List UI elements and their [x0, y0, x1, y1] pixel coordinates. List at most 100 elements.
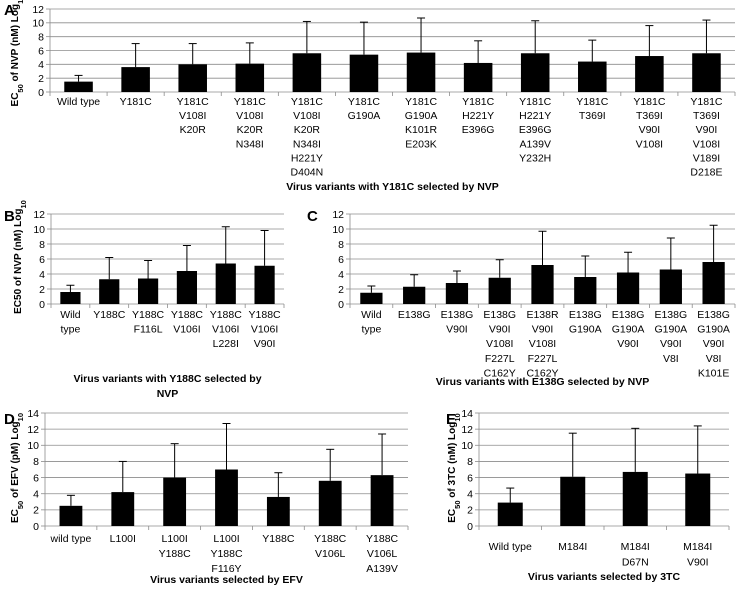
y-tick-label: 0: [39, 299, 45, 311]
x-tick-label-line: T369I: [579, 110, 606, 122]
bar: [622, 471, 648, 526]
bar: [349, 54, 379, 92]
x-tick-label-line: Y181C: [348, 96, 381, 108]
x-axis-title: Virus variants with Y181C selected by NV…: [286, 181, 499, 193]
x-tick-label: Wild type: [361, 309, 382, 336]
y-axis-title: EC50 of NVP (nM) Log10: [13, 200, 28, 314]
x-tick-label-line: Y188C: [132, 309, 165, 321]
x-tick-label-line: H221Y: [519, 110, 551, 122]
x-tick-label-line: E138G: [441, 309, 474, 321]
x-axis-title-line: Virus variants with Y188C selected by: [73, 373, 261, 385]
x-tick-label: Y188C F116L: [132, 309, 165, 336]
x-tick-label-line: V90I: [254, 338, 276, 350]
x-tick-label-line: V106L: [315, 548, 346, 560]
x-tick-label-line: Wild type: [57, 96, 100, 108]
y-axis-title-text: EC: [447, 509, 458, 523]
x-axis-title: Virus variants with Y188C selected by NVP: [73, 373, 261, 400]
y-tick-label: 6: [467, 472, 473, 484]
x-tick-label: wild type: [49, 533, 91, 545]
x-tick-label-line: Y188C: [210, 309, 243, 321]
x-tick-label-line: V90I: [489, 324, 511, 336]
x-tick-label-line: T369I: [636, 110, 663, 122]
x-tick-label-line: H221Y: [291, 152, 323, 164]
bar: [266, 496, 290, 526]
x-tick-label-line: V108I: [293, 110, 320, 122]
y-tick-label: 14: [461, 408, 473, 420]
x-tick-label-line: G190A: [569, 324, 602, 336]
x-tick-label-line: Y181C: [576, 96, 609, 108]
x-tick-label-line: V108I: [486, 338, 513, 350]
x-tick-label: Y181C H221Y E396G A139V Y232H: [519, 96, 552, 164]
y-axis-title: EC50 of NVP (nM) Log10: [10, 0, 25, 106]
x-tick-label: L100I Y188C F116Y: [210, 533, 243, 575]
x-tick-label-line: Y188C: [93, 309, 126, 321]
x-tick-label: Y188C V106L: [314, 533, 347, 560]
y-tick-label: 12: [33, 209, 45, 221]
x-tick-label: Y181C T369I V90I V108I V189I D218E: [690, 96, 723, 179]
x-tick-label-line: N348I: [236, 138, 264, 150]
x-tick-label-line: E396G: [519, 124, 552, 136]
bar: [121, 67, 150, 92]
y-axis-title-subscript: 10: [16, 0, 25, 4]
x-tick-label-line: V90I: [446, 324, 468, 336]
x-tick-label-line: G190A: [612, 324, 645, 336]
x-tick-label-line: Y188C: [262, 533, 295, 545]
x-tick-label-line: Y188C: [210, 548, 243, 560]
x-tick-label: Y188C V106I V90I: [249, 309, 282, 350]
x-tick-label: Y181C G190A: [348, 96, 381, 122]
y-tick-label: 10: [461, 440, 473, 452]
x-axis-title: Virus variants selected by EFV: [150, 574, 303, 586]
bar: [99, 279, 120, 304]
y-tick-label: 12: [27, 424, 39, 436]
x-tick-label: Wild type: [60, 309, 81, 336]
panel-a-letter: A: [4, 2, 15, 19]
y-axis-title-subscript: 50: [453, 500, 462, 508]
x-tick-label-line: E138G: [697, 309, 730, 321]
x-tick-label-line: Y181C: [462, 96, 495, 108]
y-tick-label: 8: [33, 456, 39, 468]
y-tick-label: 8: [38, 31, 44, 43]
y-axis-title-subscript: 10: [19, 200, 28, 208]
x-tick-label: Y181C T369I V90I V108I: [633, 96, 666, 150]
x-tick-label: E138G G190A V90I V8I: [654, 309, 687, 365]
bar: [685, 473, 711, 526]
bar: [215, 263, 236, 304]
bar: [163, 477, 187, 526]
x-tick-label-line: Y181C: [177, 96, 210, 108]
x-tick-label-line: D67N: [622, 557, 649, 569]
x-axis-title: Virus variants with E138G selected by NV…: [436, 376, 649, 388]
x-tick-label-line: E138G: [654, 309, 687, 321]
y-tick-label: 12: [332, 209, 344, 221]
x-tick-label-line: V90I: [687, 557, 709, 569]
x-tick-label: Y188C: [93, 309, 126, 321]
x-tick-label-line: Y181C: [405, 96, 438, 108]
x-tick-label: Y181C: [120, 96, 153, 108]
x-tick-label-line: G190A: [654, 324, 687, 336]
y-axis-title-text: EC: [10, 509, 21, 523]
x-tick-label: Y188C: [262, 533, 295, 545]
x-tick-label-line: wild type: [49, 533, 91, 545]
x-tick-label-line: V90I: [639, 124, 661, 136]
y-tick-label: 10: [33, 224, 45, 236]
x-tick-label-line: V189I: [693, 152, 720, 164]
bar: [531, 265, 554, 304]
bar: [578, 61, 607, 92]
y-tick-label: 2: [38, 73, 44, 85]
x-tick-label-line: V8I: [706, 353, 722, 365]
x-tick-label-line: L100I: [162, 533, 188, 545]
bar: [292, 53, 322, 92]
x-tick-label-line: Y188C: [159, 548, 192, 560]
x-tick-label-line: Wild: [361, 309, 382, 321]
y-tick-label: 4: [38, 59, 44, 71]
x-tick-label-line: V108I: [636, 138, 663, 150]
y-tick-label: 12: [461, 424, 473, 436]
bar: [59, 505, 83, 526]
x-tick-label: E138G G190A V90I V8I K101E: [697, 309, 730, 379]
y-axis-title: EC50 of EFV (pM) Log10: [10, 413, 25, 523]
y-axis-title-subscript: 50: [16, 501, 25, 509]
x-tick-label-line: C162Y: [484, 367, 516, 379]
y-tick-label: 2: [338, 284, 344, 296]
x-tick-label-line: V90I: [617, 338, 639, 350]
